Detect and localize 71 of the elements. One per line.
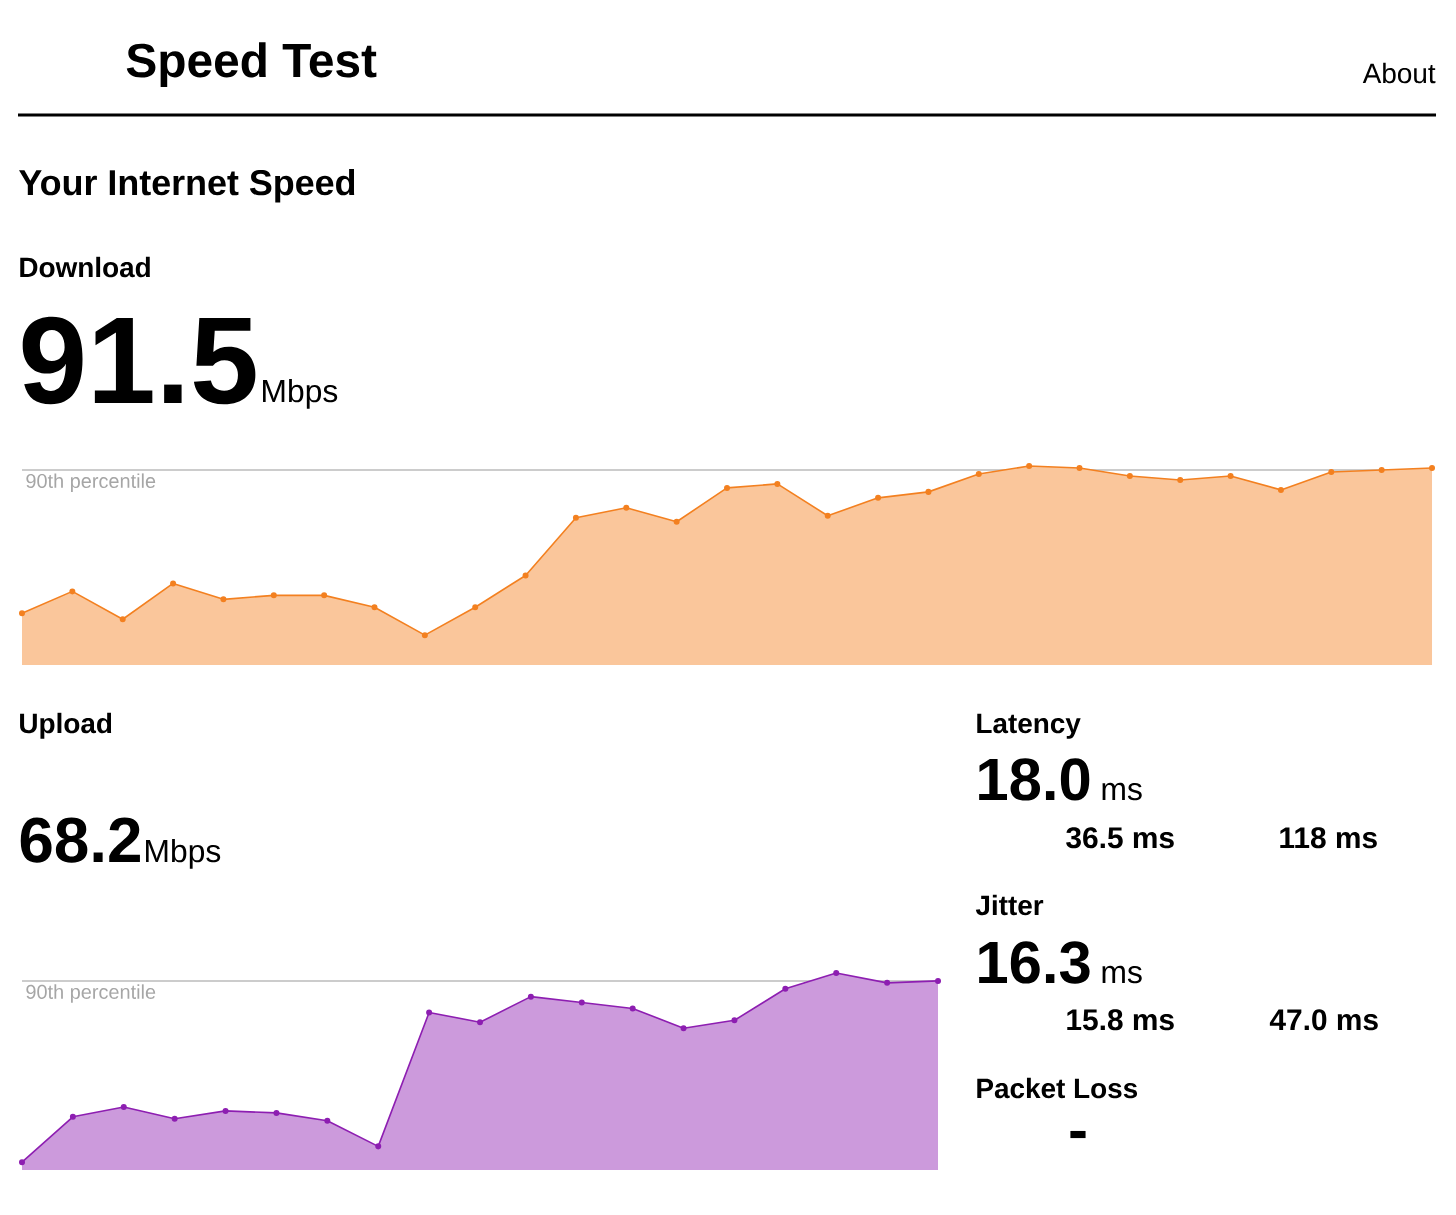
- point: [426, 1009, 433, 1016]
- point: [1076, 465, 1083, 471]
- point: [1277, 486, 1284, 493]
- text: ms: [1102, 782, 1142, 801]
- text: Packet Loss: [977, 1077, 1138, 1099]
- point: [120, 1103, 127, 1110]
- chart-title: Download: [20, 256, 150, 278]
- text: -: [1070, 1130, 1086, 1139]
- point: [935, 977, 942, 984]
- text: About: [1362, 62, 1436, 84]
- text: Speed Test: [126, 42, 377, 87]
- ref-line-label: 90th percentile: [26, 473, 156, 492]
- point: [220, 596, 227, 603]
- point: [477, 1019, 483, 1026]
- point: [1429, 465, 1436, 471]
- text: 16.3: [979, 941, 1090, 984]
- text: 36.5 ms: [1066, 827, 1174, 849]
- point: [171, 1115, 178, 1122]
- chart-title: Upload: [20, 712, 112, 739]
- point: [421, 632, 428, 639]
- point: [578, 999, 585, 1006]
- text: Jitter: [975, 894, 1044, 916]
- point: [1328, 468, 1335, 475]
- text: Your Internet Speed: [19, 169, 355, 203]
- point: [884, 979, 891, 986]
- ref-line-label: 90th percentile: [26, 984, 156, 1003]
- point: [119, 616, 126, 623]
- point: [375, 1143, 382, 1150]
- point: [472, 604, 479, 611]
- text: Mbps: [146, 838, 221, 869]
- text: Mbps: [263, 378, 338, 409]
- point: [673, 518, 680, 525]
- point: [572, 514, 579, 521]
- text: 91.5: [22, 316, 256, 405]
- point: [833, 970, 840, 977]
- text: Latency: [977, 713, 1081, 739]
- text: ms: [1102, 965, 1142, 984]
- point: [19, 610, 25, 617]
- point: [925, 488, 932, 495]
- point: [522, 572, 529, 579]
- point: [731, 1017, 738, 1024]
- point: [1378, 466, 1385, 473]
- point: [629, 1005, 636, 1012]
- text: 68.2: [20, 817, 140, 863]
- point: [774, 480, 781, 487]
- point: [1177, 476, 1184, 483]
- point: [273, 1109, 280, 1116]
- point: [680, 1025, 687, 1032]
- point: [324, 1117, 331, 1124]
- text: 118 ms: [1280, 827, 1377, 849]
- point: [19, 1159, 25, 1166]
- point: [222, 1107, 229, 1114]
- point: [1126, 472, 1133, 479]
- point: [782, 985, 789, 992]
- text: 47.0 ms: [1269, 1009, 1378, 1031]
- point: [270, 592, 277, 599]
- point: [975, 470, 982, 477]
- point: [1026, 463, 1033, 469]
- point: [527, 993, 534, 1000]
- point: [1227, 472, 1234, 479]
- point: [69, 1113, 76, 1120]
- point: [824, 512, 831, 519]
- point: [321, 592, 328, 599]
- point: [371, 604, 378, 611]
- point: [875, 494, 882, 501]
- text: 15.8 ms: [1067, 1009, 1174, 1031]
- point: [69, 588, 76, 595]
- point: [170, 580, 177, 587]
- point: [623, 504, 630, 511]
- text: 18.0: [979, 758, 1090, 801]
- point: [724, 484, 731, 491]
